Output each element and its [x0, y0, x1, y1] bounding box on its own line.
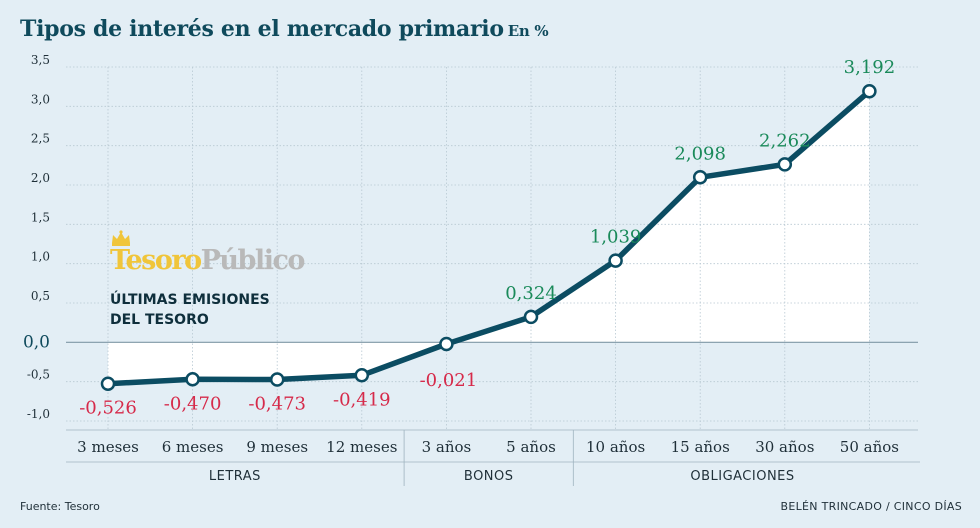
- x-tick-label: 10 años: [586, 438, 645, 456]
- data-label: -0,470: [164, 393, 222, 414]
- data-label: -0,473: [248, 394, 306, 415]
- data-point: [692, 170, 708, 185]
- y-tick-label: 3,0: [31, 92, 50, 106]
- logo-brand-part1: Tesoro: [110, 245, 202, 276]
- x-tick-label: 12 meses: [326, 438, 397, 456]
- data-label: 1,039: [590, 227, 642, 248]
- logo-subtitle: ÚLTIMAS EMISIONES DEL TESORO: [110, 290, 310, 330]
- data-point: [185, 372, 200, 387]
- data-point: [354, 368, 370, 383]
- data-point: [439, 336, 454, 352]
- data-label: 2,262: [759, 130, 811, 151]
- data-point: [862, 83, 877, 99]
- data-point: [100, 376, 116, 391]
- logo-subtitle-line2: DEL TESORO: [110, 312, 209, 328]
- logo-subtitle-line1: ÚLTIMAS EMISIONES: [110, 292, 270, 308]
- data-point: [608, 253, 623, 268]
- series-line: [105, 88, 873, 387]
- y-tick-label: -0,5: [27, 368, 50, 382]
- y-tick-label: 2,0: [31, 171, 50, 185]
- x-tick-label: 50 años: [840, 438, 899, 456]
- data-label: 2,098: [674, 143, 726, 164]
- area-fill: [108, 91, 870, 384]
- x-tick-label: 3 años: [422, 438, 472, 456]
- y-tick-label: 0,5: [31, 289, 50, 303]
- chart-title: Tipos de interés en el mercado primario E…: [20, 16, 549, 42]
- data-point: [269, 372, 285, 387]
- x-tick-label: 9 meses: [246, 438, 308, 456]
- y-tick-label: 3,5: [31, 53, 50, 67]
- group-label: LETRAS: [209, 469, 261, 484]
- data-point: [523, 309, 539, 325]
- data-label: 0,324: [505, 283, 557, 304]
- title-text: Tipos de interés en el mercado primario: [20, 16, 504, 42]
- y-tick-label: -1,0: [27, 407, 50, 421]
- y-tick-label: 1,5: [31, 210, 50, 224]
- logo-brand-part2: Público: [200, 245, 306, 276]
- credit-note: BELÉN TRINCADO / CINCO DÍAS: [780, 500, 962, 513]
- logo-wordmark: TesoroPúblico: [110, 245, 306, 276]
- data-point: [777, 157, 793, 172]
- data-label: -0,021: [420, 370, 478, 391]
- y-tick-label: 2,5: [31, 132, 50, 146]
- x-tick-label: 5 años: [506, 438, 556, 456]
- x-tick-label: 6 meses: [162, 438, 224, 456]
- group-label: OBLIGACIONES: [690, 469, 794, 484]
- data-label: -0,526: [79, 398, 137, 419]
- source-note: Fuente: Tesoro: [20, 500, 100, 513]
- x-tick-label: 3 meses: [77, 438, 139, 456]
- x-tick-label: 15 años: [671, 438, 730, 456]
- x-tick-label: 30 años: [755, 438, 814, 456]
- units-label: En %: [507, 22, 549, 40]
- crown-icon: [112, 230, 130, 246]
- y-tick-label: 1,0: [31, 250, 50, 264]
- data-label: -0,419: [333, 389, 391, 410]
- y-tick-label: 0,0: [23, 332, 50, 352]
- data-label: 3,192: [844, 57, 896, 78]
- group-label: BONOS: [464, 469, 514, 484]
